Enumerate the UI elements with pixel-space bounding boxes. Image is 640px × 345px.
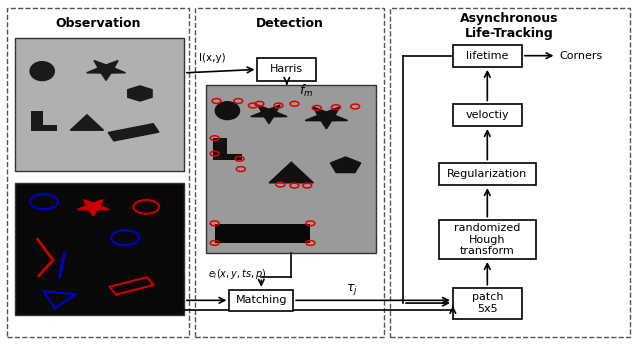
Text: $e_i(x,y,ts,p)$: $e_i(x,y,ts,p)$ xyxy=(208,267,266,281)
Text: veloctiy: veloctiy xyxy=(465,110,509,120)
FancyBboxPatch shape xyxy=(15,183,184,315)
FancyBboxPatch shape xyxy=(439,220,536,259)
Polygon shape xyxy=(77,200,109,216)
FancyBboxPatch shape xyxy=(257,58,316,81)
Text: patch
5x5: patch 5x5 xyxy=(472,292,503,314)
Ellipse shape xyxy=(215,102,239,120)
FancyBboxPatch shape xyxy=(453,104,522,126)
FancyBboxPatch shape xyxy=(15,39,184,171)
Text: Asynchronous
Life-Tracking: Asynchronous Life-Tracking xyxy=(460,12,559,40)
Polygon shape xyxy=(251,105,287,124)
Text: $\tau_j$: $\tau_j$ xyxy=(346,282,358,297)
FancyBboxPatch shape xyxy=(453,45,522,67)
Polygon shape xyxy=(305,107,348,129)
Text: randomized
Hough
transform: randomized Hough transform xyxy=(454,223,520,256)
Text: Observation: Observation xyxy=(55,17,141,30)
Polygon shape xyxy=(108,124,159,141)
FancyBboxPatch shape xyxy=(206,85,376,253)
Ellipse shape xyxy=(30,62,54,81)
Bar xyxy=(31,125,57,131)
Text: $f_m$: $f_m$ xyxy=(299,83,313,99)
Bar xyxy=(213,154,242,160)
FancyBboxPatch shape xyxy=(439,163,536,185)
Text: Regularization: Regularization xyxy=(447,169,527,179)
Bar xyxy=(214,224,310,243)
FancyBboxPatch shape xyxy=(229,290,293,311)
Text: Harris: Harris xyxy=(270,65,303,75)
Text: Detection: Detection xyxy=(255,17,323,30)
Text: lifetime: lifetime xyxy=(466,51,509,61)
Text: I(x,y): I(x,y) xyxy=(200,52,226,62)
Text: Matching: Matching xyxy=(236,295,287,305)
FancyBboxPatch shape xyxy=(453,288,522,318)
Bar xyxy=(213,138,227,160)
Text: Corners: Corners xyxy=(559,51,603,61)
Polygon shape xyxy=(86,60,125,80)
Bar xyxy=(31,111,43,131)
